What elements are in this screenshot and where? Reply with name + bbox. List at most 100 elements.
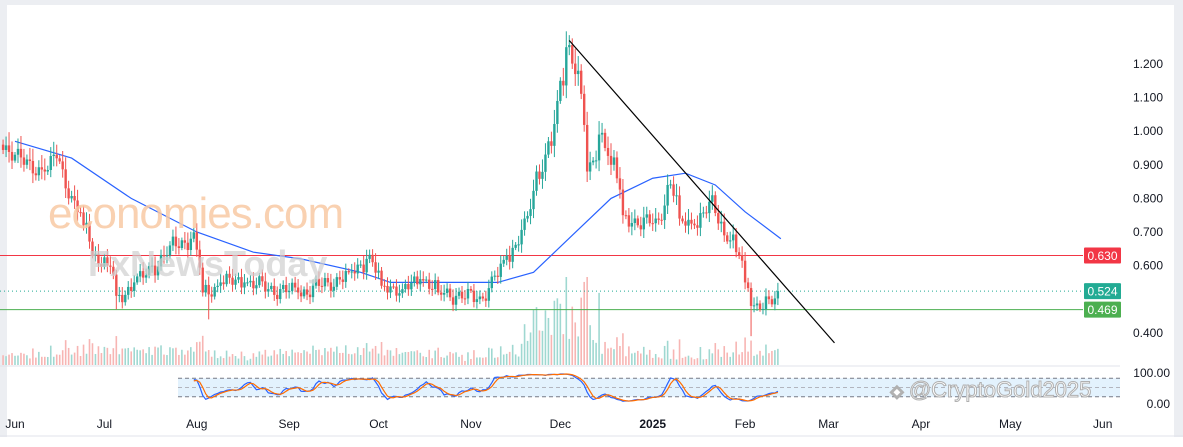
- candle-body: [669, 184, 672, 186]
- candle: [597, 121, 601, 172]
- candle-body: [118, 294, 121, 296]
- volume-bar: [11, 353, 13, 365]
- candle-body: [580, 70, 583, 94]
- time-axis[interactable]: Jun Jul Aug Sep Oct Nov Dec 2025 Feb Mar Apr May Jun: [5, 417, 1112, 431]
- candle: [1, 139, 5, 155]
- candle-body: [466, 288, 470, 299]
- volume-bar: [753, 355, 755, 365]
- time-tick-label: 2025: [639, 417, 666, 431]
- candle: [714, 191, 717, 217]
- volume-bar: [145, 353, 147, 365]
- volume-bar: [547, 317, 550, 365]
- candle-body: [124, 294, 127, 303]
- volume-bar: [696, 358, 699, 365]
- price-tick-label: 0.700: [1133, 225, 1163, 239]
- volume-bar: [300, 353, 302, 365]
- candle-body: [553, 123, 556, 146]
- volume-bar: [443, 357, 445, 365]
- right-scrollbar[interactable]: [1174, 5, 1183, 437]
- candle-body: [258, 276, 261, 286]
- candle: [556, 90, 559, 133]
- price-tick-label: 1.100: [1133, 91, 1163, 105]
- candle-body: [332, 286, 336, 291]
- volume-bar: [130, 351, 133, 365]
- candle-body: [639, 225, 642, 230]
- volume-bar: [103, 346, 106, 365]
- volume-bar: [312, 345, 314, 365]
- candle-body: [660, 219, 663, 221]
- candle: [40, 155, 44, 180]
- volume-bar: [577, 336, 580, 365]
- volume-bar: [8, 354, 10, 365]
- volume-bar: [663, 345, 666, 365]
- volume-bar: [455, 352, 457, 365]
- volume-bar: [747, 351, 749, 365]
- trendline[interactable]: [568, 40, 835, 344]
- candle-body: [517, 244, 520, 246]
- volume-bar: [410, 351, 413, 365]
- volume-bar: [52, 356, 55, 365]
- candle-body: [338, 277, 342, 280]
- price-tick-label: 0.800: [1133, 191, 1163, 205]
- candle: [276, 286, 279, 306]
- volume-bar: [648, 349, 651, 365]
- candle-body: [82, 212, 85, 226]
- candle-body: [231, 277, 234, 285]
- candle-body: [61, 161, 64, 170]
- volume-bar: [41, 356, 43, 365]
- volume-bar: [204, 351, 207, 365]
- volume-bar: [738, 354, 740, 365]
- volume-bar: [771, 350, 773, 365]
- candle: [261, 269, 264, 287]
- candle: [147, 262, 151, 279]
- candle-body: [264, 281, 267, 292]
- candle: [282, 280, 285, 293]
- volume-bar: [49, 345, 52, 365]
- volume-bar: [112, 348, 115, 365]
- candle: [37, 160, 41, 181]
- candle: [520, 219, 523, 253]
- volume-bar: [26, 355, 28, 365]
- candle: [574, 48, 577, 86]
- volume-bar: [309, 353, 311, 365]
- volume-bar: [684, 356, 687, 365]
- candle: [362, 255, 365, 280]
- candle-body: [22, 157, 26, 165]
- candle-body: [651, 223, 654, 225]
- candle: [734, 228, 738, 258]
- price-axis[interactable]: 1.200 1.100 1.000 0.900 0.800 0.700 0.600 0.400…: [1084, 57, 1170, 411]
- candle: [341, 270, 344, 290]
- volume-bar: [422, 356, 425, 365]
- candle: [478, 290, 482, 305]
- candle: [562, 67, 565, 96]
- candle-body: [582, 93, 586, 125]
- volume-bar: [595, 342, 597, 365]
- candle-body: [401, 289, 404, 294]
- volume-bar: [151, 354, 153, 365]
- candle-body: [729, 240, 732, 242]
- volume-bar: [568, 338, 571, 365]
- candle: [237, 272, 240, 284]
- candle-body: [147, 266, 151, 276]
- candle: [305, 282, 309, 301]
- candle: [487, 279, 491, 308]
- time-tick-label: Mar: [818, 417, 839, 431]
- candle-body: [627, 215, 631, 227]
- candle: [329, 273, 333, 298]
- volume-bar: [395, 348, 398, 365]
- volume-bar: [601, 353, 603, 365]
- volume-bar: [634, 352, 636, 365]
- volume-bar: [535, 307, 538, 365]
- horizontal-levels[interactable]: [0, 255, 1083, 311]
- volume-bar: [419, 352, 422, 365]
- volume-bar: [79, 356, 82, 365]
- volume-bar: [622, 333, 624, 365]
- candle: [162, 245, 166, 264]
- candle: [13, 152, 17, 163]
- volume-bar: [178, 354, 180, 365]
- candle: [535, 165, 538, 196]
- volume-bar: [148, 347, 150, 365]
- volume-bar: [276, 354, 279, 365]
- candle-body: [37, 167, 41, 176]
